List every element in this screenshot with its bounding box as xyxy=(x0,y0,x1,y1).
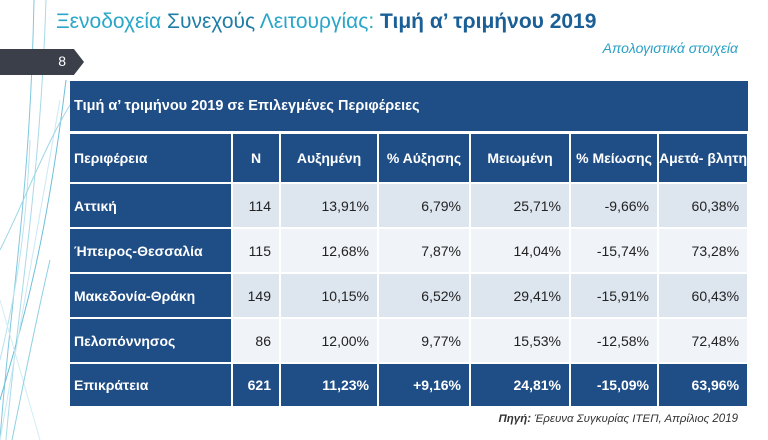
column-header: Αυξημένη xyxy=(280,132,379,184)
page-number: 8 xyxy=(58,53,66,69)
title-part-3: Λειτουργίας: xyxy=(259,10,381,33)
total-cell: 24,81% xyxy=(470,363,571,406)
region-cell: Μακεδονία-Θράκη xyxy=(70,273,233,319)
table-cell: 115 xyxy=(232,228,281,274)
table-cell: 25,71% xyxy=(470,183,571,229)
table-cell: 14,04% xyxy=(470,228,571,274)
table-row: Αττική 114 13,91% 6,79% 25,71% -9,66% 60… xyxy=(70,183,750,229)
table-cell: -15,74% xyxy=(570,228,659,274)
table-cell: -9,66% xyxy=(570,183,659,229)
column-header: % Αύξησης xyxy=(378,132,471,184)
table-caption: Τιμή α’ τριμήνου 2019 σε Επιλεγμένες Περ… xyxy=(70,81,749,134)
table-row: Πελοπόννησος 86 12,00% 9,77% 15,53% -12,… xyxy=(70,318,750,364)
table-header-row: Περιφέρεια Ν Αυξημένη % Αύξησης Μειωμένη… xyxy=(70,132,750,184)
region-cell: Ήπειρος-Θεσσαλία xyxy=(70,228,233,274)
table-cell: 13,91% xyxy=(280,183,379,229)
source-text: Έρευνα Συγκυρίας ΙΤΕΠ, Απρίλιος 2019 xyxy=(531,413,738,425)
table-cell: 12,00% xyxy=(280,318,379,364)
total-cell: 621 xyxy=(232,363,281,406)
table-cell: 29,41% xyxy=(470,273,571,319)
title-part-2: Συνεχούς xyxy=(167,10,260,33)
table-row: Μακεδονία-Θράκη 149 10,15% 6,52% 29,41% … xyxy=(70,273,750,319)
table-row: Ήπειρος-Θεσσαλία 115 12,68% 7,87% 14,04%… xyxy=(70,228,750,274)
column-header: % Μείωσης xyxy=(570,132,659,184)
column-header: Μειωμένη xyxy=(470,132,571,184)
table-caption-row: Τιμή α’ τριμήνου 2019 σε Επιλεγμένες Περ… xyxy=(70,81,749,134)
data-table: Τιμή α’ τριμήνου 2019 σε Επιλεγμένες Περ… xyxy=(70,81,750,406)
column-header: Αμετά- βλητη xyxy=(658,132,750,184)
source-note: Πηγή: Έρευνα Συγκυρίας ΙΤΕΠ, Απρίλιος 20… xyxy=(499,413,738,425)
region-cell: Αττική xyxy=(70,183,233,229)
title-part-4: Τιμή α’ τριμήνου 2019 xyxy=(380,10,597,33)
table-cell: 149 xyxy=(232,273,281,319)
table-cell: 114 xyxy=(232,183,281,229)
table-cell: 10,15% xyxy=(280,273,379,319)
region-cell: Πελοπόννησος xyxy=(70,318,233,364)
table-cell: 86 xyxy=(232,318,281,364)
table-cell: 9,77% xyxy=(378,318,471,364)
slide-title: Ξενοδοχεία Συνεχούς Λειτουργίας: Τιμή α’… xyxy=(56,10,596,34)
table-cell: -12,58% xyxy=(570,318,659,364)
table-cell: 60,43% xyxy=(658,273,750,319)
table-cell: 6,79% xyxy=(378,183,471,229)
table-cell: -15,91% xyxy=(570,273,659,319)
table-total-row: Επικράτεια 621 11,23% +9,16% 24,81% -15,… xyxy=(70,363,750,406)
total-cell: +9,16% xyxy=(378,363,471,406)
total-label: Επικράτεια xyxy=(70,363,233,406)
slide-subtitle: Απολογιστικά στοιχεία xyxy=(602,40,738,56)
table-cell: 73,28% xyxy=(658,228,750,274)
table-cell: 7,87% xyxy=(378,228,471,274)
table-cell: 12,68% xyxy=(280,228,379,274)
total-cell: 11,23% xyxy=(280,363,379,406)
source-label: Πηγή: xyxy=(498,413,532,425)
column-header: Ν xyxy=(232,132,281,184)
table-cell: 6,52% xyxy=(378,273,471,319)
table-cell: 60,38% xyxy=(658,183,750,229)
title-part-1: Ξενοδοχεία xyxy=(56,10,168,33)
page-number-badge: 8 xyxy=(0,49,84,75)
table-cell: 72,48% xyxy=(658,318,750,364)
total-cell: 63,96% xyxy=(658,363,750,406)
table-cell: 15,53% xyxy=(470,318,571,364)
decorative-lines xyxy=(0,0,85,440)
column-header: Περιφέρεια xyxy=(70,132,233,184)
total-cell: -15,09% xyxy=(570,363,659,406)
